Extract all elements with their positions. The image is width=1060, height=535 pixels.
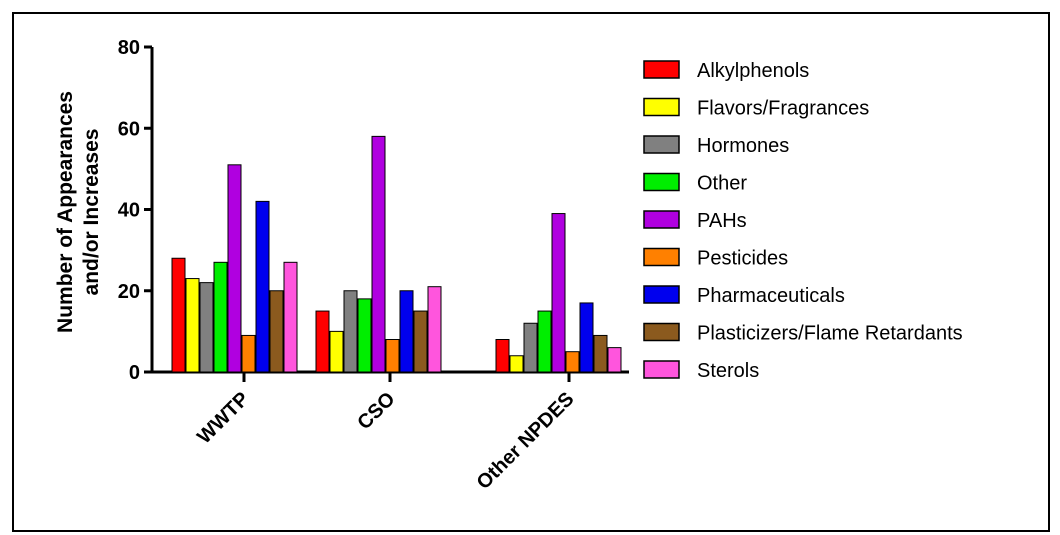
legend-swatch	[643, 247, 680, 267]
bar-alkylphenols-other-npdes	[495, 339, 510, 373]
bar-plasticizers-flame-retardants-other-npdes	[593, 334, 608, 373]
legend-label: Plasticizers/Flame Retardants	[697, 323, 963, 345]
y-axis-title-line1: Number of Appearances	[54, 91, 77, 333]
bar-other-wwtp	[213, 261, 228, 373]
bars	[171, 135, 622, 373]
legend-swatch	[643, 97, 680, 117]
bar-flavors-fragrances-other-npdes	[509, 355, 524, 373]
bar-flavors-fragrances-cso	[329, 330, 344, 373]
y-tick-label: 60	[118, 118, 140, 140]
legend-swatch	[643, 60, 680, 79]
chart-frame: Number of Appearances and/or Increases 0…	[12, 12, 1050, 532]
legend-swatch	[643, 135, 680, 154]
bar-pharmaceuticals-other-npdes	[579, 302, 594, 373]
y-tick-label: 40	[118, 200, 140, 222]
bar-alkylphenols-cso	[315, 310, 330, 373]
bar-sterols-cso	[427, 286, 442, 373]
legend-swatch	[643, 172, 680, 192]
bar-pesticides-other-npdes	[565, 351, 580, 373]
legend-label: Alkylphenols	[697, 60, 809, 82]
legend-swatch	[643, 285, 680, 304]
y-axis-title-line2: and/or Increases	[80, 129, 103, 296]
legend-swatch	[643, 360, 680, 379]
bar-pahs-wwtp	[227, 164, 242, 373]
bar-sterols-other-npdes	[607, 347, 622, 373]
bar-other-other-npdes	[537, 310, 552, 373]
bar-pharmaceuticals-cso	[399, 290, 414, 373]
legend-label: Pesticides	[697, 248, 788, 270]
bar-pharmaceuticals-wwtp	[255, 200, 270, 373]
x-tick-label: CSO	[353, 388, 399, 434]
legend-swatch	[643, 210, 680, 229]
y-tick-label: 20	[118, 281, 140, 303]
y-tick-label: 0	[129, 362, 140, 384]
bar-pesticides-wwtp	[241, 334, 256, 373]
bar-plasticizers-flame-retardants-wwtp	[269, 290, 284, 373]
legend: Alkylphenols Flavors/Fragrances Hormones Ot…	[643, 60, 963, 382]
legend-label: Flavors/Fragrances	[697, 98, 869, 120]
bar-flavors-fragrances-wwtp	[185, 278, 200, 373]
x-tick-label: WWTP	[193, 388, 253, 448]
x-tick-labels: WWTP CSO Other NPDES	[193, 388, 578, 494]
bar-sterols-wwtp	[283, 261, 298, 373]
legend-label: Sterols	[697, 360, 759, 382]
legend-label: Pharmaceuticals	[697, 285, 845, 307]
bar-hormones-wwtp	[199, 282, 214, 373]
bar-pesticides-cso	[385, 339, 400, 373]
bar-pahs-other-npdes	[551, 213, 566, 373]
bar-alkylphenols-wwtp	[171, 257, 186, 373]
y-axis-title: Number of Appearances and/or Increases	[54, 91, 103, 333]
legend-label: Hormones	[697, 135, 789, 157]
x-tick-label: Other NPDES	[473, 388, 579, 494]
legend-label: Other	[697, 173, 747, 195]
bar-pahs-cso	[371, 135, 386, 373]
bar-hormones-cso	[343, 290, 358, 373]
bar-plasticizers-flame-retardants-cso	[413, 310, 428, 373]
bar-hormones-other-npdes	[523, 322, 538, 373]
bar-chart: Number of Appearances and/or Increases 0…	[54, 37, 963, 494]
bar-other-cso	[357, 298, 372, 373]
legend-swatch	[643, 322, 680, 342]
legend-label: PAHs	[697, 210, 747, 232]
y-tick-label: 80	[118, 37, 140, 59]
